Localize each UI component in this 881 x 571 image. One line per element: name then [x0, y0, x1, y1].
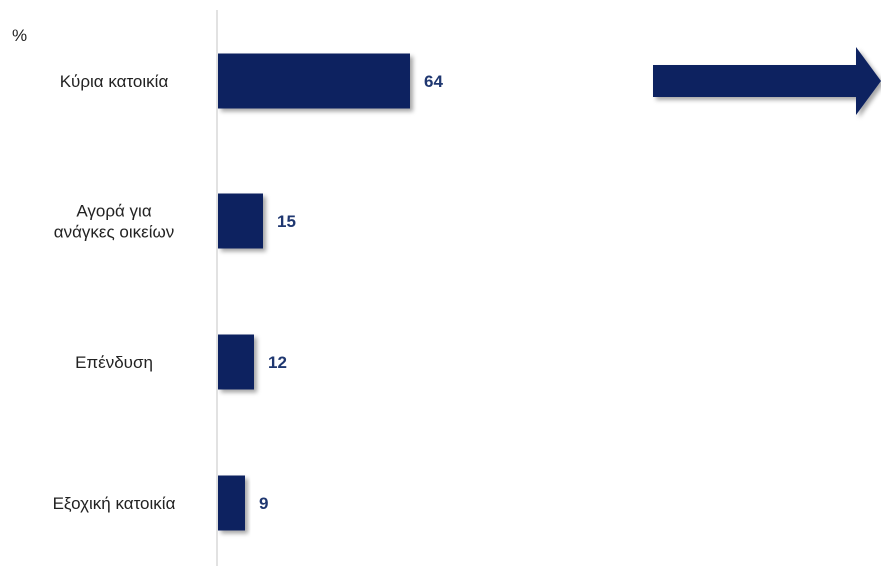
- category-label: Κύρια κατοικία: [60, 72, 169, 91]
- category-label: Αγορά για: [76, 202, 151, 221]
- bar: [218, 475, 245, 531]
- value-labels: 64 15 12 9: [259, 72, 443, 513]
- category-label: Επένδυση: [75, 353, 153, 372]
- arrow-right-icon: [653, 47, 881, 115]
- category-labels: Κύρια κατοικία Αγορά για ανάγκες οικείων Επ…: [53, 72, 176, 513]
- bar: [218, 53, 410, 109]
- bar: [218, 334, 254, 390]
- data-label: 64: [424, 72, 443, 91]
- category-label: ανάγκες οικείων: [54, 223, 175, 242]
- data-label: 9: [259, 494, 268, 513]
- unit-label: %: [12, 26, 27, 45]
- category-label: Εξοχική κατοικία: [53, 494, 176, 513]
- data-label: 12: [268, 353, 287, 372]
- data-label: 15: [277, 212, 296, 231]
- bar: [218, 193, 263, 249]
- bar-series: [218, 53, 410, 531]
